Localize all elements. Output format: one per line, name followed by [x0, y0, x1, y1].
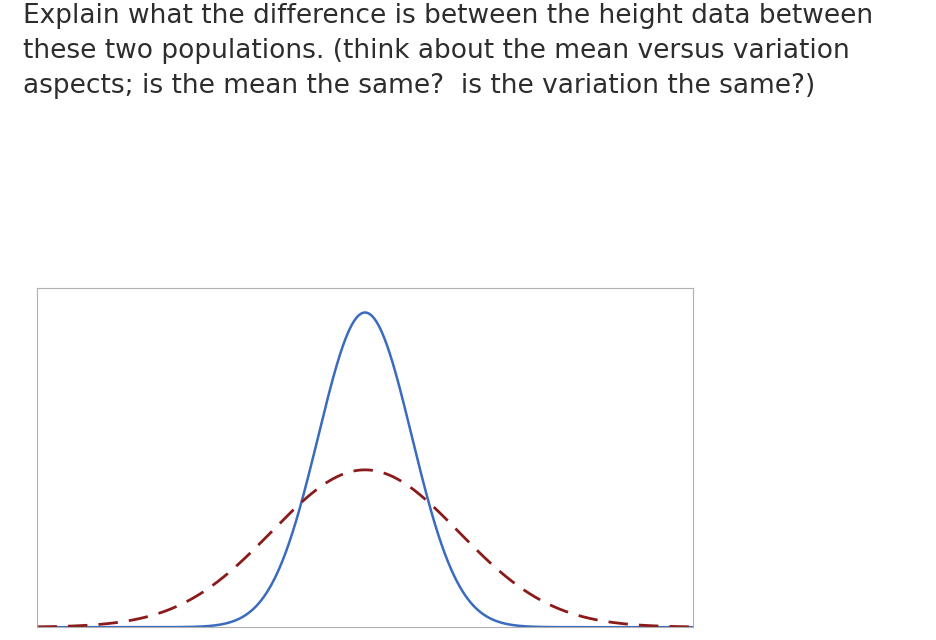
Text: Explain what the difference is between the height data between
these two populat: Explain what the difference is between t…	[23, 3, 873, 99]
